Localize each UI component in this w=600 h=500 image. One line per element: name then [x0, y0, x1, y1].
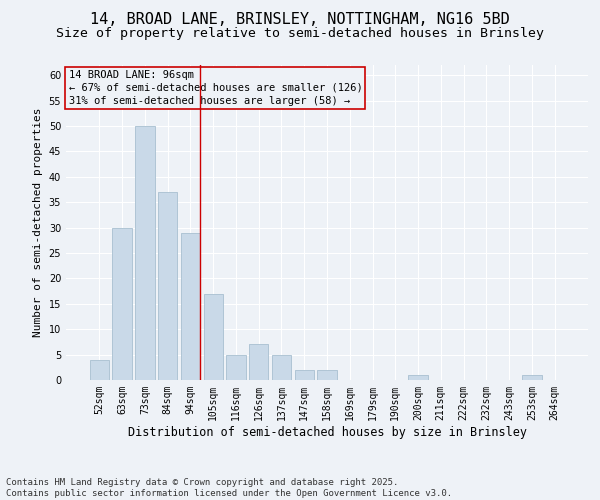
- Bar: [112, 228, 132, 380]
- Text: 14 BROAD LANE: 96sqm
← 67% of semi-detached houses are smaller (126)
31% of semi: 14 BROAD LANE: 96sqm ← 67% of semi-detac…: [68, 70, 362, 106]
- Bar: [181, 232, 200, 380]
- Text: 14, BROAD LANE, BRINSLEY, NOTTINGHAM, NG16 5BD: 14, BROAD LANE, BRINSLEY, NOTTINGHAM, NG…: [90, 12, 510, 28]
- Bar: [135, 126, 155, 380]
- Bar: [295, 370, 314, 380]
- Bar: [317, 370, 337, 380]
- Bar: [226, 354, 245, 380]
- Text: Size of property relative to semi-detached houses in Brinsley: Size of property relative to semi-detach…: [56, 28, 544, 40]
- Bar: [203, 294, 223, 380]
- Text: Contains HM Land Registry data © Crown copyright and database right 2025.
Contai: Contains HM Land Registry data © Crown c…: [6, 478, 452, 498]
- Bar: [272, 354, 291, 380]
- Bar: [158, 192, 178, 380]
- Bar: [90, 360, 109, 380]
- Y-axis label: Number of semi-detached properties: Number of semi-detached properties: [33, 108, 43, 337]
- Bar: [409, 375, 428, 380]
- Bar: [249, 344, 268, 380]
- Bar: [522, 375, 542, 380]
- X-axis label: Distribution of semi-detached houses by size in Brinsley: Distribution of semi-detached houses by …: [128, 426, 527, 438]
